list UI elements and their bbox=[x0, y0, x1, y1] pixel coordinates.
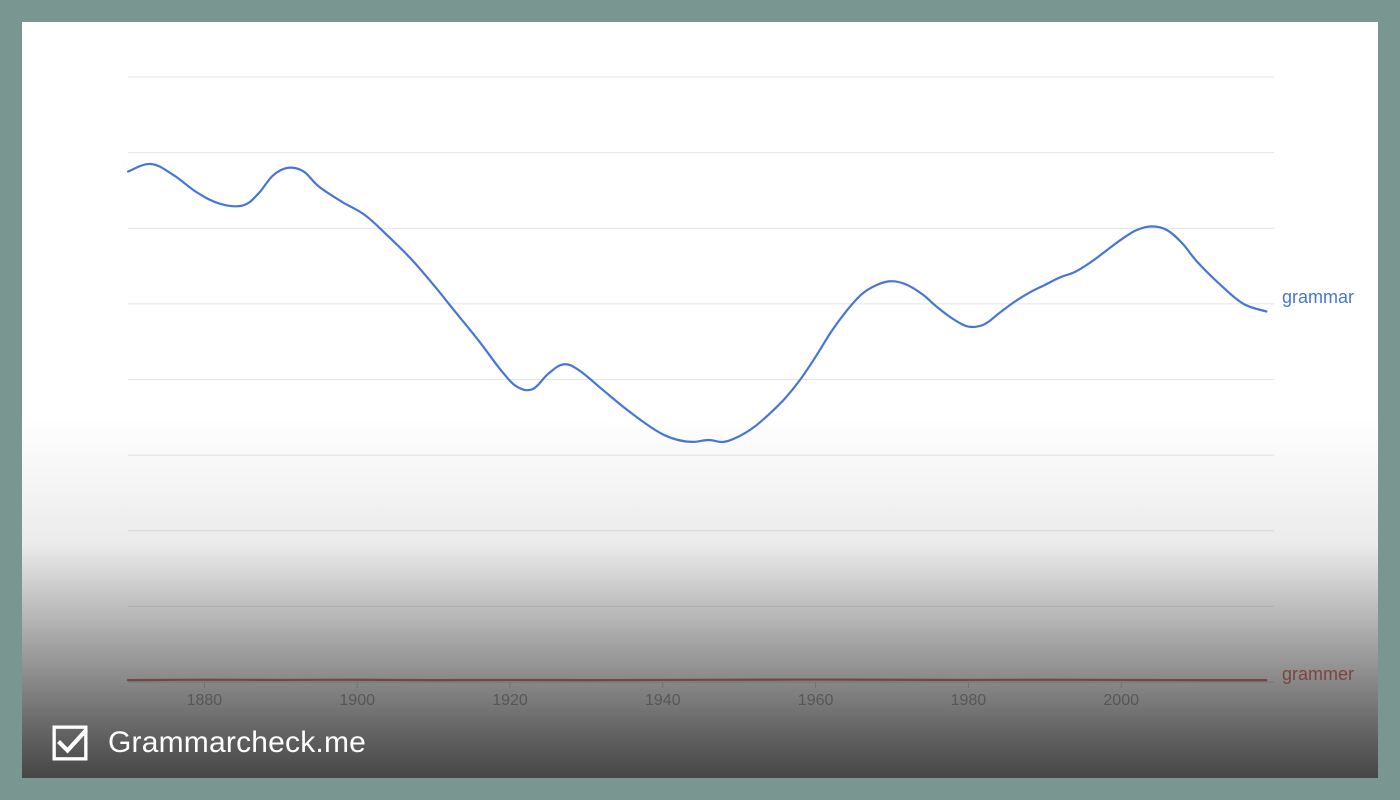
series-label-grammer: grammer bbox=[1282, 664, 1354, 685]
series-grammer bbox=[128, 680, 1266, 681]
chart-container bbox=[22, 22, 1378, 778]
brand-name: Grammarcheck.me bbox=[108, 726, 366, 760]
footer-bar: Grammarcheck.me bbox=[22, 708, 1378, 778]
series-grammar bbox=[128, 164, 1266, 442]
checkmark-logo-icon bbox=[50, 723, 90, 763]
line-chart bbox=[22, 22, 1378, 778]
series-label-grammar: grammar bbox=[1282, 287, 1354, 308]
chart-card: 1880190019201940196019802000grammargramm… bbox=[22, 22, 1378, 778]
